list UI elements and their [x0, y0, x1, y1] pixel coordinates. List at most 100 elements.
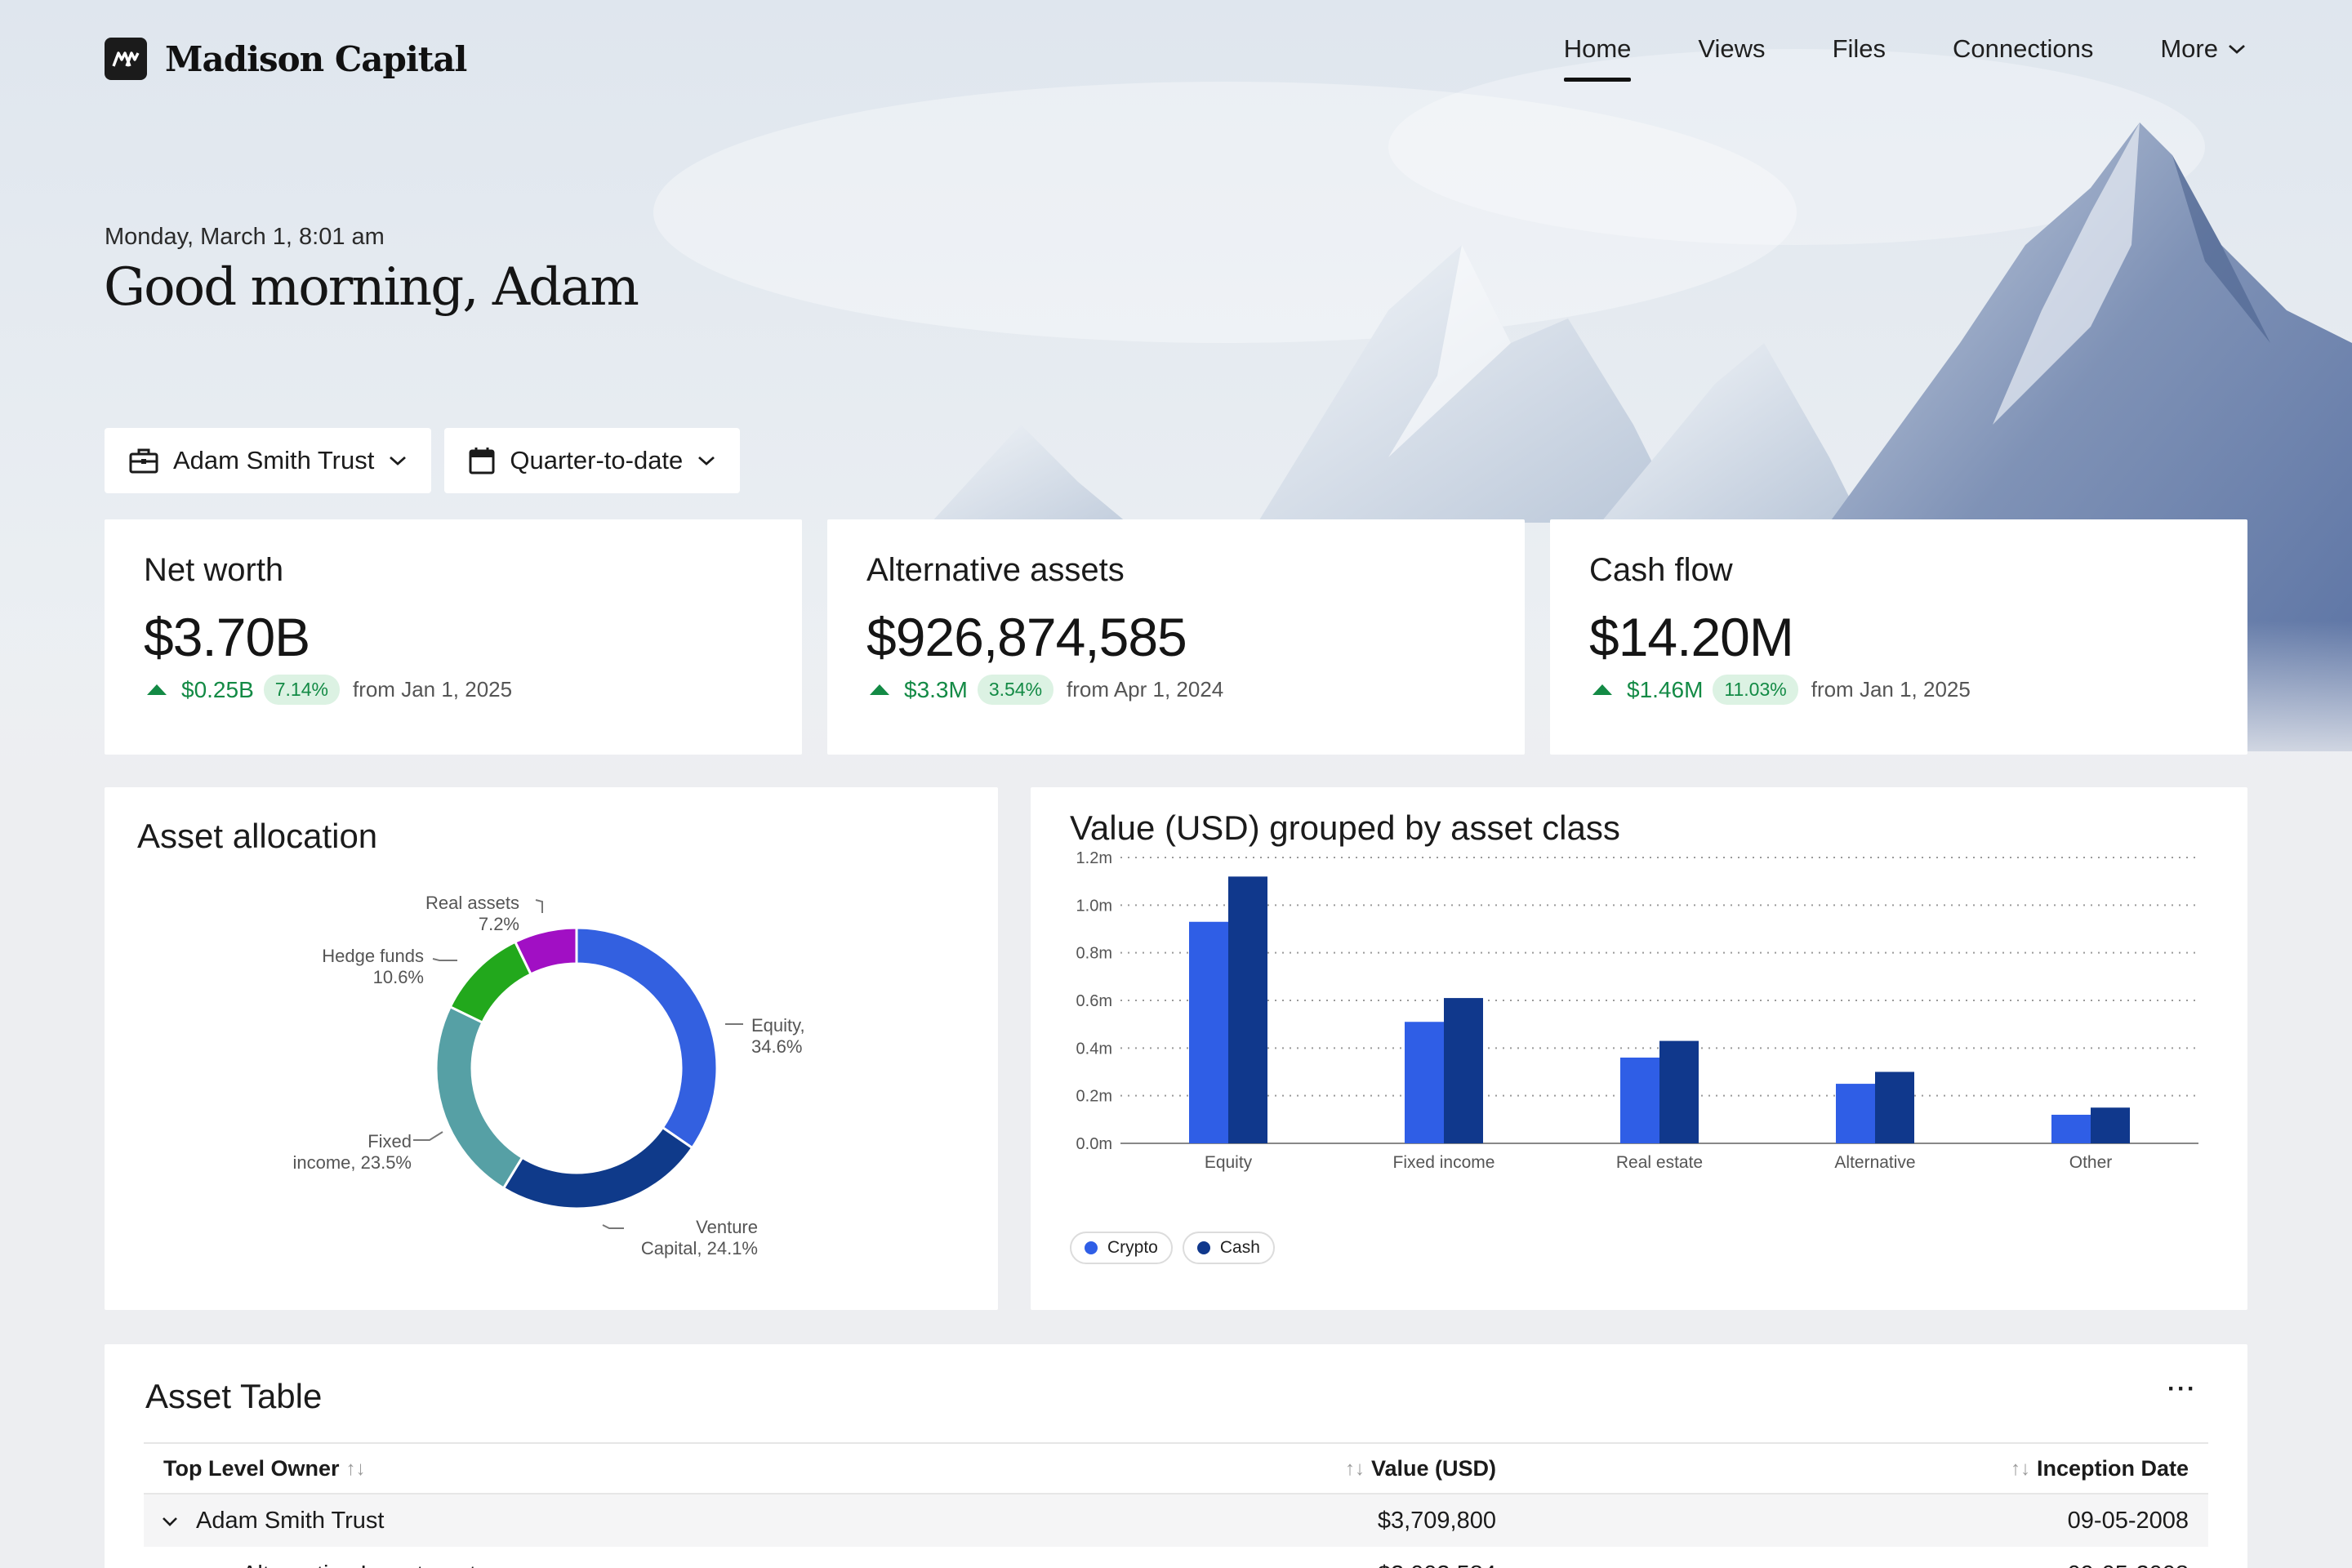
net-worth-card[interactable]: Net worth $3.70B $0.25B 7.14% from Jan 1… — [105, 519, 802, 755]
cell-inception: 09-05-2008 — [2067, 1508, 2189, 1534]
y-tick-label: 0.0m — [1076, 1135, 1112, 1153]
col-value-label: Value (USD) — [1370, 1456, 1496, 1481]
bar-cash-other[interactable] — [2091, 1107, 2130, 1143]
filter-bar: Adam Smith Trust Quarter-to-date — [105, 428, 741, 493]
x-tick-label: Equity — [1205, 1153, 1253, 1172]
period-dropdown[interactable]: Quarter-to-date — [444, 428, 741, 493]
chevron-down-icon — [390, 456, 407, 466]
label-venture-capital-pct: Capital, 24.1% — [641, 1238, 758, 1258]
label-fixed-income: Fixed — [368, 1131, 412, 1152]
cell-inception: 09-05-2008 — [2068, 1561, 2189, 1568]
arrow-up-icon — [870, 684, 889, 695]
label-real-assets-pct: 7.2% — [479, 914, 519, 934]
legend-crypto[interactable]: Crypto — [1070, 1232, 1173, 1264]
legend-cash-label: Cash — [1219, 1238, 1260, 1257]
metric-since: from Jan 1, 2025 — [1811, 677, 1971, 702]
metric-title: Net worth — [144, 552, 284, 588]
value-by-asset-class-card: Value (USD) grouped by asset class 0.0m 0… — [1031, 787, 2247, 1310]
table-title: Asset Table — [145, 1377, 323, 1415]
nav-more[interactable]: More — [2160, 34, 2246, 82]
metric-percent-badge: 11.03% — [1713, 675, 1798, 705]
cell-value: $3,709,800 — [1377, 1508, 1496, 1534]
legend-cash-swatch — [1196, 1241, 1210, 1254]
table-header: Top Level Owner ↑↓ ↑↓ Value (USD) ↑↓ Inc… — [144, 1442, 2208, 1494]
metric-title: Cash flow — [1589, 552, 1733, 588]
metric-change: $3.3M 3.54% from Apr 1, 2024 — [870, 675, 1223, 705]
nav-files[interactable]: Files — [1832, 34, 1886, 63]
y-tick-label: 1.2m — [1076, 849, 1112, 867]
chevron-down-icon — [2229, 44, 2245, 54]
period-dropdown-label: Quarter-to-date — [510, 446, 684, 474]
bar-cash-real-estate[interactable] — [1659, 1040, 1699, 1143]
current-datetime: Monday, March 1, 8:01 am — [105, 224, 385, 250]
metric-percent-badge: 7.14% — [263, 675, 340, 705]
cell-owner: Alternative Investments — [242, 1561, 488, 1568]
bar-crypto-alternative[interactable] — [1836, 1084, 1875, 1143]
chart-legend: Crypto Cash — [1070, 1232, 1275, 1264]
x-tick-label: Real estate — [1616, 1153, 1703, 1172]
asset-table-card: Asset Table ··· Top Level Owner ↑↓ ↑↓ Va… — [105, 1344, 2247, 1568]
nav-connections[interactable]: Connections — [1953, 34, 2094, 63]
bar-crypto-real-estate[interactable] — [1620, 1058, 1659, 1143]
x-tick-label: Other — [2069, 1153, 2113, 1172]
x-tick-label: Alternative — [1834, 1153, 1915, 1172]
legend-crypto-swatch — [1085, 1241, 1098, 1254]
alternative-assets-card[interactable]: Alternative assets $926,874,585 $3.3M 3.… — [827, 519, 1525, 755]
col-inception[interactable]: ↑↓ Inception Date — [2011, 1456, 2189, 1481]
donut-slice-equity[interactable] — [575, 926, 719, 1150]
metric-value: $3.70B — [144, 607, 310, 667]
greeting-headline: Good morning, Adam — [104, 257, 639, 318]
legend-crypto-label: Crypto — [1107, 1238, 1158, 1257]
donut-slice-venture-capital[interactable] — [501, 1125, 694, 1210]
y-tick-label: 0.4m — [1076, 1040, 1112, 1058]
sort-icon: ↑↓ — [2010, 1457, 2030, 1480]
y-tick-label: 0.2m — [1076, 1088, 1112, 1106]
bar-cash-equity[interactable] — [1228, 876, 1267, 1143]
metric-percent-badge: 3.54% — [977, 675, 1054, 705]
top-nav: Home Views Files Connections More — [1563, 34, 2246, 82]
col-value[interactable]: ↑↓ Value (USD) — [1345, 1456, 1496, 1481]
label-equity: Equity, — [751, 1015, 805, 1036]
value-bar-chart: 0.0m 0.2m 0.4m 0.6m 0.8m 1.0m 1.2m Equity Fixed … — [1076, 849, 2198, 1172]
table-row[interactable]: Adam Smith Trust $3,709,800 09-05-2008 — [144, 1494, 2208, 1547]
bar-cash-fixed-income[interactable] — [1444, 998, 1483, 1143]
label-hedge-funds-pct: 10.6% — [373, 967, 424, 987]
metric-change: $0.25B 7.14% from Jan 1, 2025 — [147, 675, 512, 705]
cell-owner: Adam Smith Trust — [196, 1508, 385, 1534]
metric-since: from Apr 1, 2024 — [1067, 677, 1224, 702]
brand-name: Madison Capital — [165, 38, 467, 79]
col-owner[interactable]: Top Level Owner ↑↓ — [163, 1456, 366, 1481]
donut-slice-hedge-funds[interactable] — [448, 940, 533, 1025]
donut-slice-real-assets[interactable] — [513, 926, 578, 976]
logo-mark-icon — [105, 38, 147, 80]
x-tick-label: Fixed income — [1393, 1153, 1495, 1172]
nav-home[interactable]: Home — [1563, 34, 1631, 82]
bar-crypto-fixed-income[interactable] — [1405, 1022, 1444, 1143]
asset-allocation-card: Asset allocation Real assets 7.2% Hedge … — [105, 787, 998, 1310]
col-owner-label: Top Level Owner — [163, 1456, 340, 1481]
bar-crypto-equity[interactable] — [1189, 921, 1228, 1143]
chevron-down-icon[interactable] — [162, 1516, 178, 1527]
entity-dropdown[interactable]: Adam Smith Trust — [105, 428, 432, 493]
y-tick-label: 0.6m — [1076, 992, 1112, 1010]
metric-delta: $0.25B — [181, 676, 254, 702]
label-venture-capital: Venture — [696, 1217, 758, 1237]
table-options-button[interactable]: ··· — [2167, 1375, 2197, 1403]
table-row[interactable]: Alternative Investments $2,003,584 09-05… — [144, 1548, 2208, 1568]
cash-flow-card[interactable]: Cash flow $14.20M $1.46M 11.03% from Jan… — [1550, 519, 2247, 755]
label-fixed-income-pct: income, 23.5% — [292, 1152, 412, 1173]
donut-slice-fixed-income[interactable] — [434, 1004, 524, 1190]
entity-dropdown-label: Adam Smith Trust — [173, 446, 375, 474]
y-tick-label: 0.8m — [1076, 945, 1112, 963]
metric-change: $1.46M 11.03% from Jan 1, 2025 — [1592, 675, 1971, 705]
brand-logo[interactable]: Madison Capital — [105, 38, 467, 80]
legend-cash[interactable]: Cash — [1182, 1232, 1275, 1264]
bar-crypto-other[interactable] — [2051, 1115, 2091, 1143]
nav-views[interactable]: Views — [1698, 34, 1766, 63]
metric-delta: $1.46M — [1627, 676, 1704, 702]
arrow-up-icon — [147, 684, 167, 695]
label-real-assets: Real assets — [425, 893, 519, 913]
metric-value: $926,874,585 — [866, 607, 1187, 667]
bar-cash-alternative[interactable] — [1875, 1071, 1914, 1144]
chevron-down-icon — [698, 456, 715, 466]
